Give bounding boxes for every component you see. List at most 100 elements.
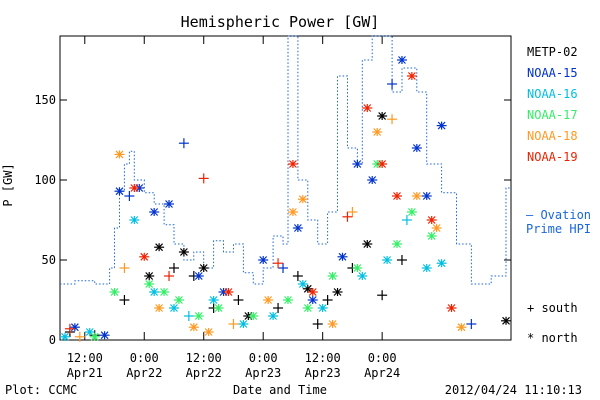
x-tick-date-label: Apr24 (364, 366, 400, 380)
noaa-15-south-point (278, 263, 289, 273)
metp-02-north-point (154, 243, 165, 252)
footer-timestamp: 2012/04/24 11:10:13 (445, 383, 582, 397)
noaa-15-south-point (178, 138, 189, 149)
metp-02-south-point (292, 271, 303, 281)
noaa-18-south-point (228, 319, 239, 329)
noaa-18-north-point (411, 192, 422, 200)
noaa-18-north-point (372, 128, 383, 136)
metp-02-south-point (312, 319, 323, 329)
metp-02-north-point (178, 248, 189, 256)
noaa-19-south-point (64, 323, 75, 334)
noaa-19-north-point (287, 160, 298, 168)
noaa-15-north-point (337, 252, 348, 261)
y-axis-ticks: 0 50 100 150 (34, 93, 511, 347)
noaa-17-north-point (89, 332, 100, 341)
noaa-19-north-point (426, 216, 437, 224)
metp-02-south-point (396, 255, 407, 265)
noaa-17-north-point (159, 288, 170, 296)
x-axis-ticks: 12:00Apr210:00Apr2212:00Apr220:00Apr2312… (67, 36, 400, 380)
noaa-18-north-point (431, 224, 442, 232)
metp-02-south-point (273, 303, 284, 313)
x-tick-time-label: 12:00 (186, 351, 222, 365)
noaa-19-south-point (164, 271, 175, 281)
noaa-19-north-point (223, 288, 234, 296)
legend: METP-02 NOAA-15 NOAA-16 NOAA-17 NOAA-18 NOAA-… (527, 45, 578, 164)
legend-item-noaa-17: NOAA-17 (527, 108, 578, 122)
marker-legend: + south * north (527, 301, 578, 345)
noaa-19-south-point (273, 258, 284, 269)
noaa-17-north-point (302, 304, 313, 312)
noaa-18-north-point (456, 323, 467, 332)
noaa-17-north-point (193, 312, 204, 320)
x-tick-time-label: 0:00 (130, 351, 159, 365)
noaa-15-north-point (307, 296, 318, 304)
noaa-15-north-point (99, 331, 110, 340)
metp-02-north-point (144, 272, 155, 280)
noaa-16-south-point (401, 215, 412, 225)
x-tick-date-label: Apr22 (186, 366, 222, 380)
metp-02-south-point (119, 295, 130, 305)
noaa-18-north-point (327, 320, 338, 328)
plot-frame (59, 35, 512, 341)
noaa-17-north-point (248, 312, 259, 320)
x-tick-time-label: 0:00 (368, 351, 397, 365)
noaa-16-north-point (317, 304, 328, 312)
noaa-17-north-point (392, 240, 403, 248)
noaa-18-north-point (297, 195, 308, 204)
legend-item-noaa-16: NOAA-16 (527, 87, 578, 101)
marker-legend-north: * north (527, 331, 578, 345)
noaa-16-north-point (421, 264, 432, 272)
noaa-19-north-point (139, 252, 150, 261)
noaa-15-south-point (124, 191, 135, 201)
noaa-15-north-point (193, 272, 204, 280)
noaa-18-north-point (287, 208, 298, 216)
metp-02-south-point (377, 290, 388, 301)
model-label-line1: — Ovation (526, 208, 591, 222)
noaa-15-north-point (292, 224, 303, 232)
noaa-15-north-point (149, 208, 160, 216)
legend-item-noaa-15: NOAA-15 (527, 66, 578, 80)
noaa-17-north-point (327, 272, 338, 280)
noaa-19-north-point (307, 288, 318, 296)
x-tick-date-label: Apr21 (67, 366, 103, 380)
noaa-18-south-point (347, 207, 358, 217)
footer-left: Plot: CCMC (5, 383, 77, 397)
noaa-15-north-point (352, 160, 363, 168)
metp-02-north-point (362, 240, 373, 248)
data-points (59, 56, 512, 342)
noaa-16-north-point (149, 288, 160, 296)
x-tick-time-label: 0:00 (249, 351, 278, 365)
noaa-16-north-point (208, 296, 219, 304)
metp-02-south-point (322, 295, 333, 305)
noaa-19-north-point (406, 72, 417, 80)
noaa-15-south-point (466, 319, 477, 329)
ovation-prime-hpi-line (60, 35, 511, 285)
noaa-15-north-point (421, 192, 432, 200)
noaa-17-north-point (426, 232, 437, 240)
noaa-17-north-point (282, 296, 293, 304)
noaa-17-north-point (144, 280, 155, 288)
noaa-15-north-point (367, 176, 378, 184)
noaa-19-north-point (129, 184, 140, 192)
noaa-17-north-point (173, 296, 184, 304)
noaa-15-north-point (411, 144, 422, 152)
x-tick-date-label: Apr22 (126, 366, 162, 380)
chart-title: Hemispheric Power [GW] (181, 13, 380, 31)
noaa-16-north-point (268, 312, 279, 320)
y-tick-label: 150 (34, 93, 56, 107)
x-tick-date-label: Apr23 (245, 366, 281, 380)
model-label-line2: Prime HPI (526, 222, 591, 236)
noaa-16-north-point (357, 272, 368, 280)
noaa-19-north-point (377, 160, 388, 168)
noaa-17-north-point (213, 304, 224, 312)
noaa-16-north-point (168, 304, 179, 312)
noaa-15-south-point (387, 79, 398, 89)
noaa-18-north-point (203, 328, 214, 336)
x-axis-label: Date and Time (233, 383, 327, 397)
noaa-18-south-point (387, 114, 398, 125)
noaa-16-north-point (436, 259, 447, 268)
noaa-19-north-point (392, 192, 403, 200)
x-tick-time-label: 12:00 (67, 351, 103, 365)
metp-02-south-point (233, 295, 244, 305)
